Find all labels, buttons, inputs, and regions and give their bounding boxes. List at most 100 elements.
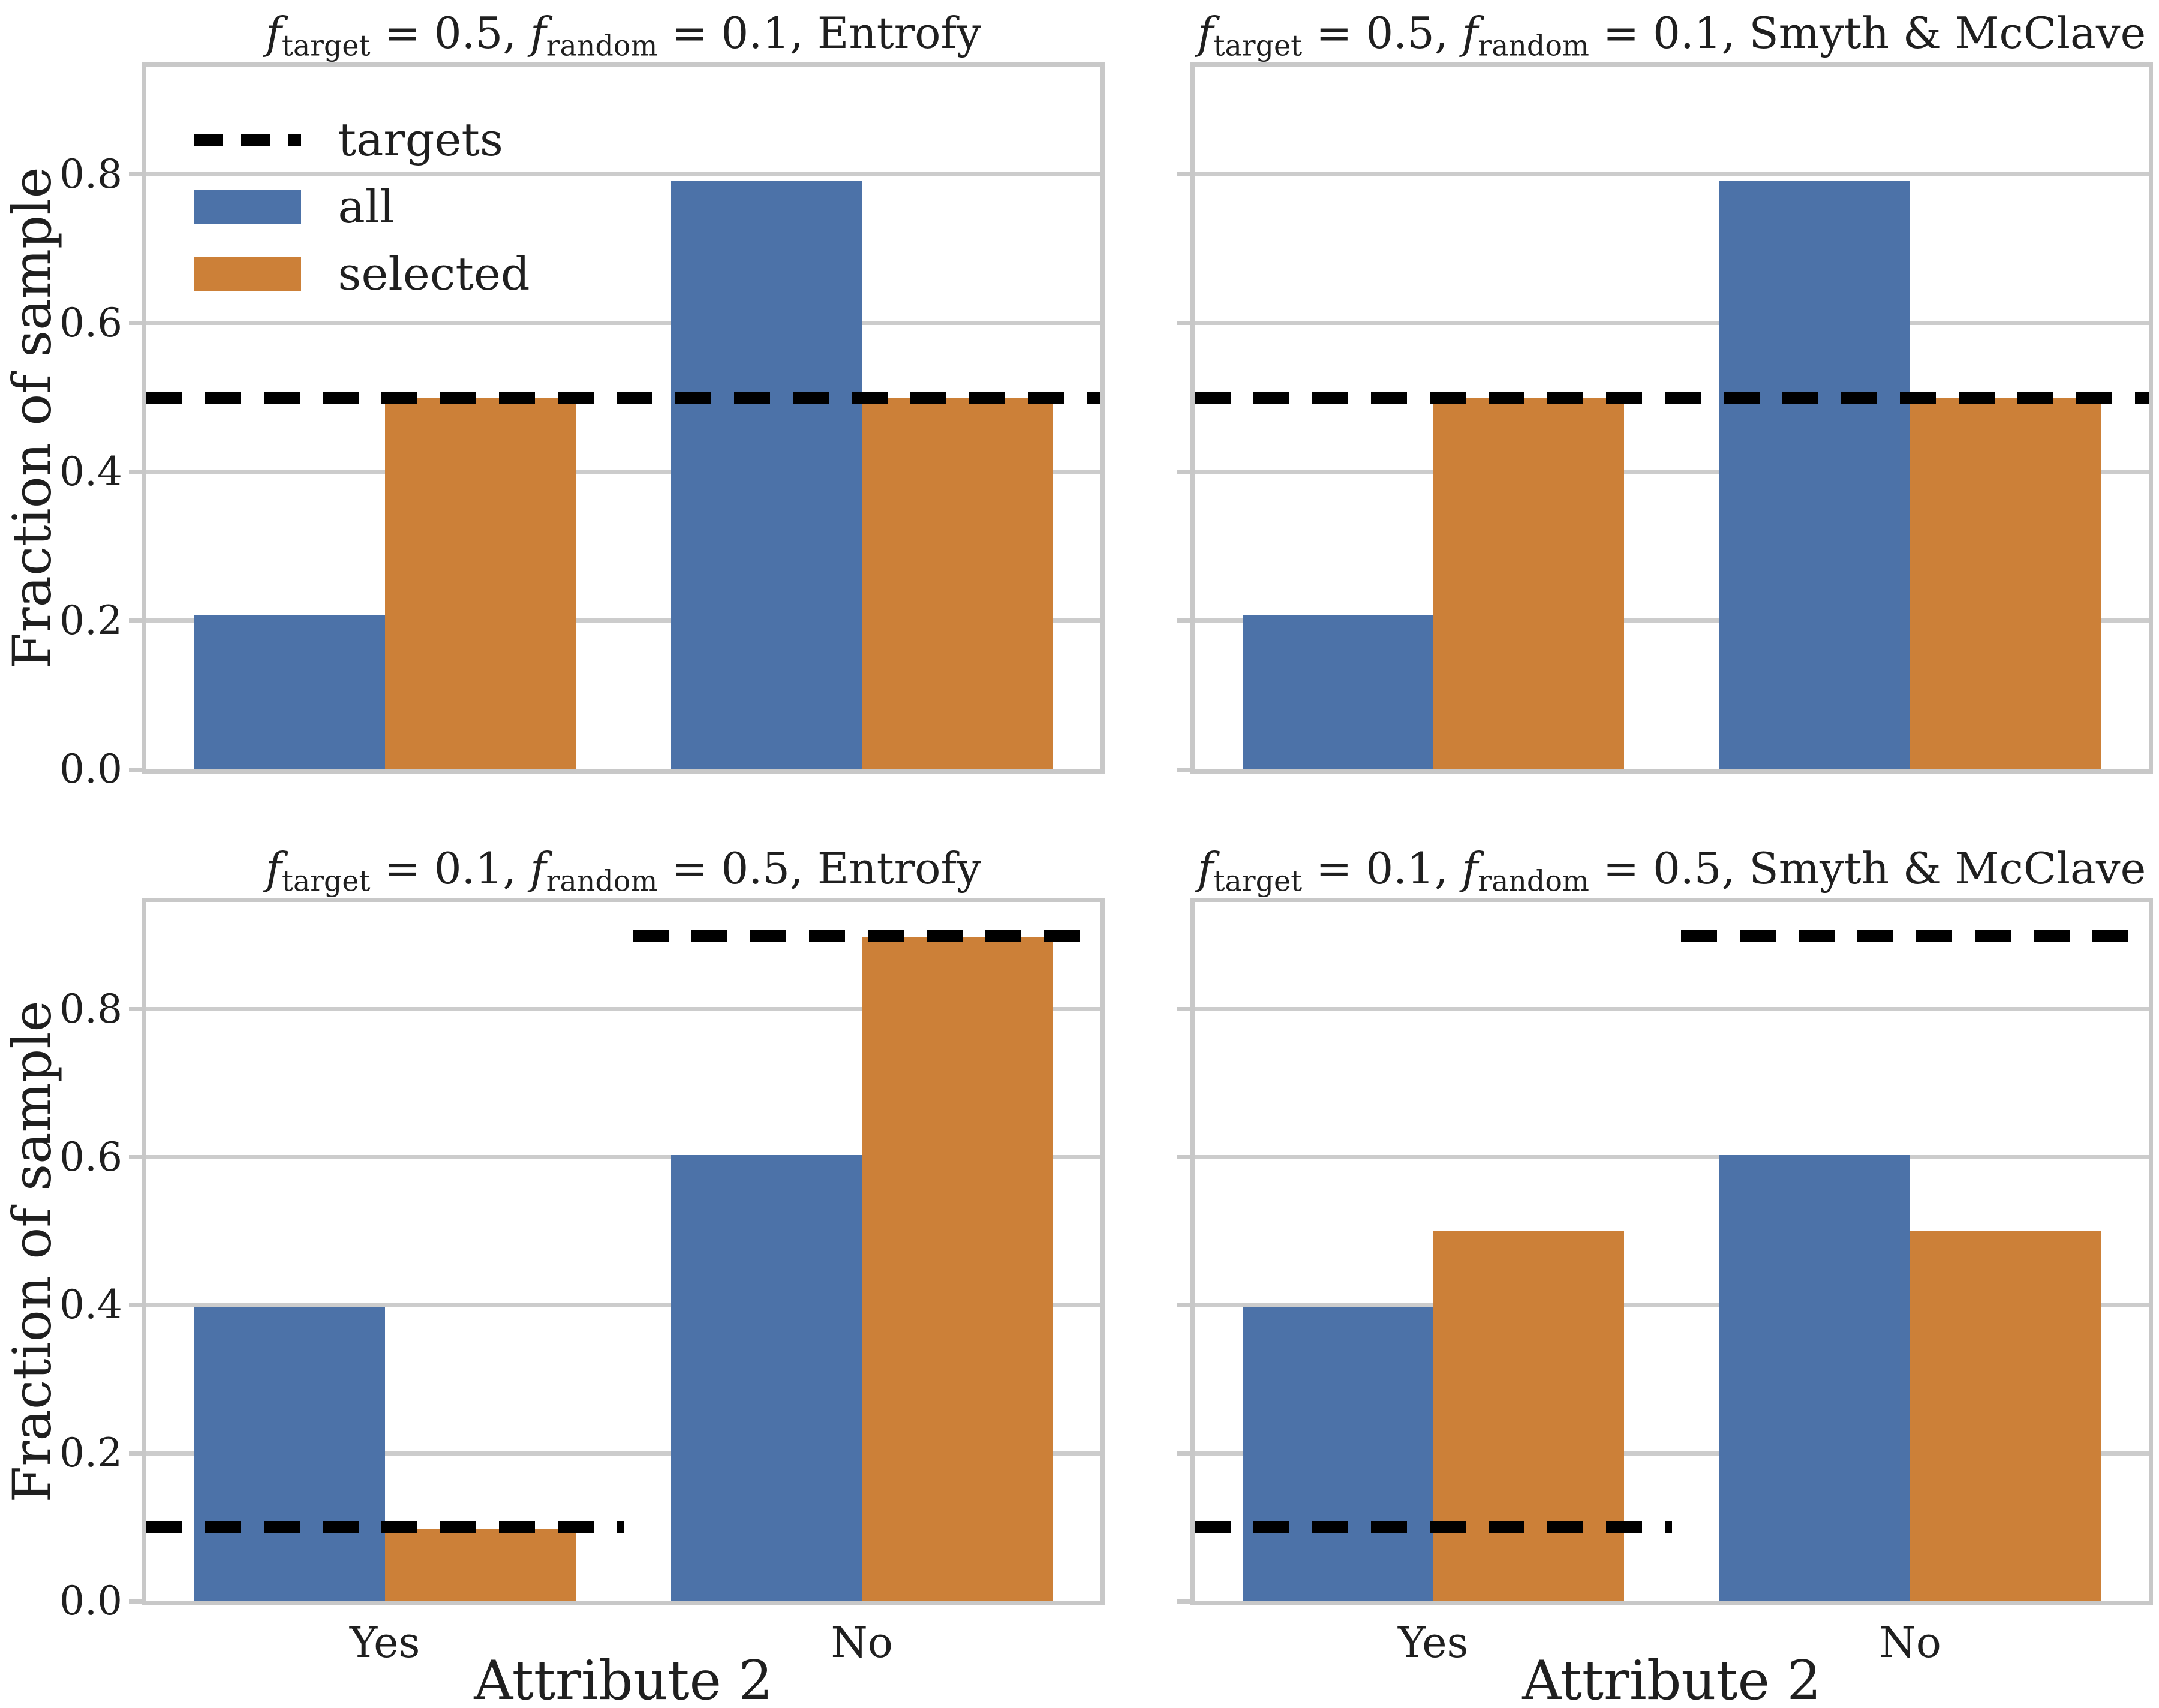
bar-selected-no [862, 397, 1053, 769]
title-text: f [530, 8, 546, 58]
panel-bottom-left: 0.0 0.2 0.4 0.6 0.8 ftarget = 0.1, frandom = … [1, 844, 1105, 1708]
target-line [1195, 391, 2149, 404]
panel-bottom-right: ftarget = 0.1, frandom = 0.5, Smyth & Mc… [1177, 844, 2153, 1708]
bar-selected-yes [1433, 397, 1624, 769]
ytick-mark [1177, 1007, 1190, 1012]
gridline-y-0.8 [146, 172, 1100, 177]
bar-all-yes [1242, 615, 1433, 769]
bar-all-yes [194, 615, 385, 769]
ytick-label: 0.6 [59, 299, 122, 346]
ytick-mark [129, 1599, 142, 1604]
title-text: = 0.5, [1302, 8, 1462, 58]
ytick-label: 0.2 [59, 1430, 122, 1477]
ytick-mark [1177, 1303, 1190, 1307]
ytick-mark [129, 321, 142, 326]
target-line [146, 1521, 624, 1533]
title-text: f [266, 843, 282, 894]
bar-all-no [671, 1154, 862, 1601]
ytick-label: 0.8 [59, 985, 122, 1032]
bar-all-yes [1242, 1307, 1433, 1601]
ytick-mark [1177, 618, 1190, 623]
title-text: = 0.1, [370, 843, 531, 894]
legend-label: selected [338, 247, 530, 300]
ytick-mark [1177, 172, 1190, 177]
title-text: = 0.5, Smyth & McClave [1589, 843, 2146, 894]
ytick-label: 0.0 [59, 746, 122, 792]
title-text: = 0.5, Entrofy [657, 843, 981, 894]
legend-item-all: all [194, 181, 530, 233]
ytick-mark [129, 767, 142, 772]
y-axis-label: Fraction of sample [1, 167, 63, 669]
ytick-mark [1177, 1599, 1190, 1604]
ytick-label: 0.4 [59, 448, 122, 495]
ytick-mark [129, 172, 142, 177]
blue-swatch [194, 190, 301, 224]
gridline-y-0.4 [1195, 1303, 2149, 1307]
bar-selected-yes [1433, 1231, 1624, 1601]
title-text: = 0.1, [1302, 843, 1462, 894]
title-text: f [1462, 8, 1478, 58]
gridline-y-0.2 [1195, 618, 2149, 623]
ytick-mark [129, 1303, 142, 1307]
x-axis-label: Attribute 2 [474, 1649, 773, 1708]
gridline-y-0.4 [1195, 470, 2149, 474]
ytick-mark [1177, 1451, 1190, 1456]
legend-label: targets [338, 113, 503, 166]
ytick-mark [1177, 470, 1190, 474]
target-line [1195, 1521, 1672, 1533]
ytick-mark [1177, 767, 1190, 772]
gridline-y-0.4 [146, 470, 1100, 474]
title-subscript: target [281, 865, 371, 898]
target-line [146, 391, 1100, 404]
title-text: f [1462, 843, 1478, 894]
bar-all-yes [194, 1307, 385, 1601]
ytick-mark [129, 1451, 142, 1456]
title-text: = 0.1, Entrofy [657, 8, 981, 58]
title-text: = 0.5, [370, 8, 531, 58]
title-subscript: random [546, 865, 658, 898]
title-subscript: target [1213, 29, 1303, 63]
gridline-y-0.6 [146, 1155, 1100, 1160]
ytick-mark [129, 1155, 142, 1160]
target-line [1681, 929, 2149, 942]
legend: targets all selected [194, 113, 530, 300]
gridline-y-0.8 [146, 1007, 1100, 1012]
ytick-mark [129, 618, 142, 623]
xtick-label-no: No [1879, 1618, 1941, 1667]
title-subscript: random [1478, 865, 1589, 898]
title-subscript: target [1213, 865, 1303, 898]
panel-title: ftarget = 0.1, frandom = 0.5, Smyth & Mc… [1195, 844, 2149, 906]
target-line [633, 929, 1100, 942]
bar-selected-no [1910, 1231, 2101, 1601]
title-text: f [1197, 843, 1214, 894]
panel-top-left: 0.0 0.2 0.4 0.6 0.8 ftarget = 0.5, frandom = … [1, 9, 1105, 789]
orange-swatch [194, 257, 301, 291]
legend-item-selected: selected [194, 248, 530, 300]
title-subscript: random [546, 29, 658, 63]
ytick-label: 0.4 [59, 1282, 122, 1328]
bar-selected-yes [384, 397, 576, 769]
legend-item-targets: targets [194, 113, 530, 166]
panel-title: ftarget = 0.5, frandom = 0.1, Entrofy [146, 9, 1100, 70]
legend-label: all [338, 180, 395, 233]
gridline-y-0.2 [146, 618, 1100, 623]
title-text: f [266, 8, 282, 58]
ytick-mark [129, 1007, 142, 1012]
title-text: = 0.1, Smyth & McClave [1589, 8, 2146, 58]
ytick-mark [1177, 321, 1190, 326]
ytick-label: 0.0 [59, 1578, 122, 1624]
gridline-y-0.8 [1195, 1007, 2149, 1012]
title-text: f [1197, 8, 1214, 58]
gridline-y-0.6 [1195, 1155, 2149, 1160]
title-subscript: target [281, 29, 371, 63]
xtick-label-yes: Yes [350, 1618, 420, 1667]
y-axis-label: Fraction of sample [1, 1000, 63, 1503]
panel-top-right: ftarget = 0.5, frandom = 0.1, Smyth & Mc… [1177, 9, 2153, 774]
ytick-label: 0.2 [59, 597, 122, 643]
gridline-y-0.2 [146, 1451, 1100, 1456]
xtick-label-no: No [831, 1618, 893, 1667]
x-axis-label: Attribute 2 [1522, 1649, 1821, 1708]
ytick-mark [1177, 1155, 1190, 1160]
xtick-label-yes: Yes [1398, 1618, 1469, 1667]
ytick-label: 0.6 [59, 1133, 122, 1180]
